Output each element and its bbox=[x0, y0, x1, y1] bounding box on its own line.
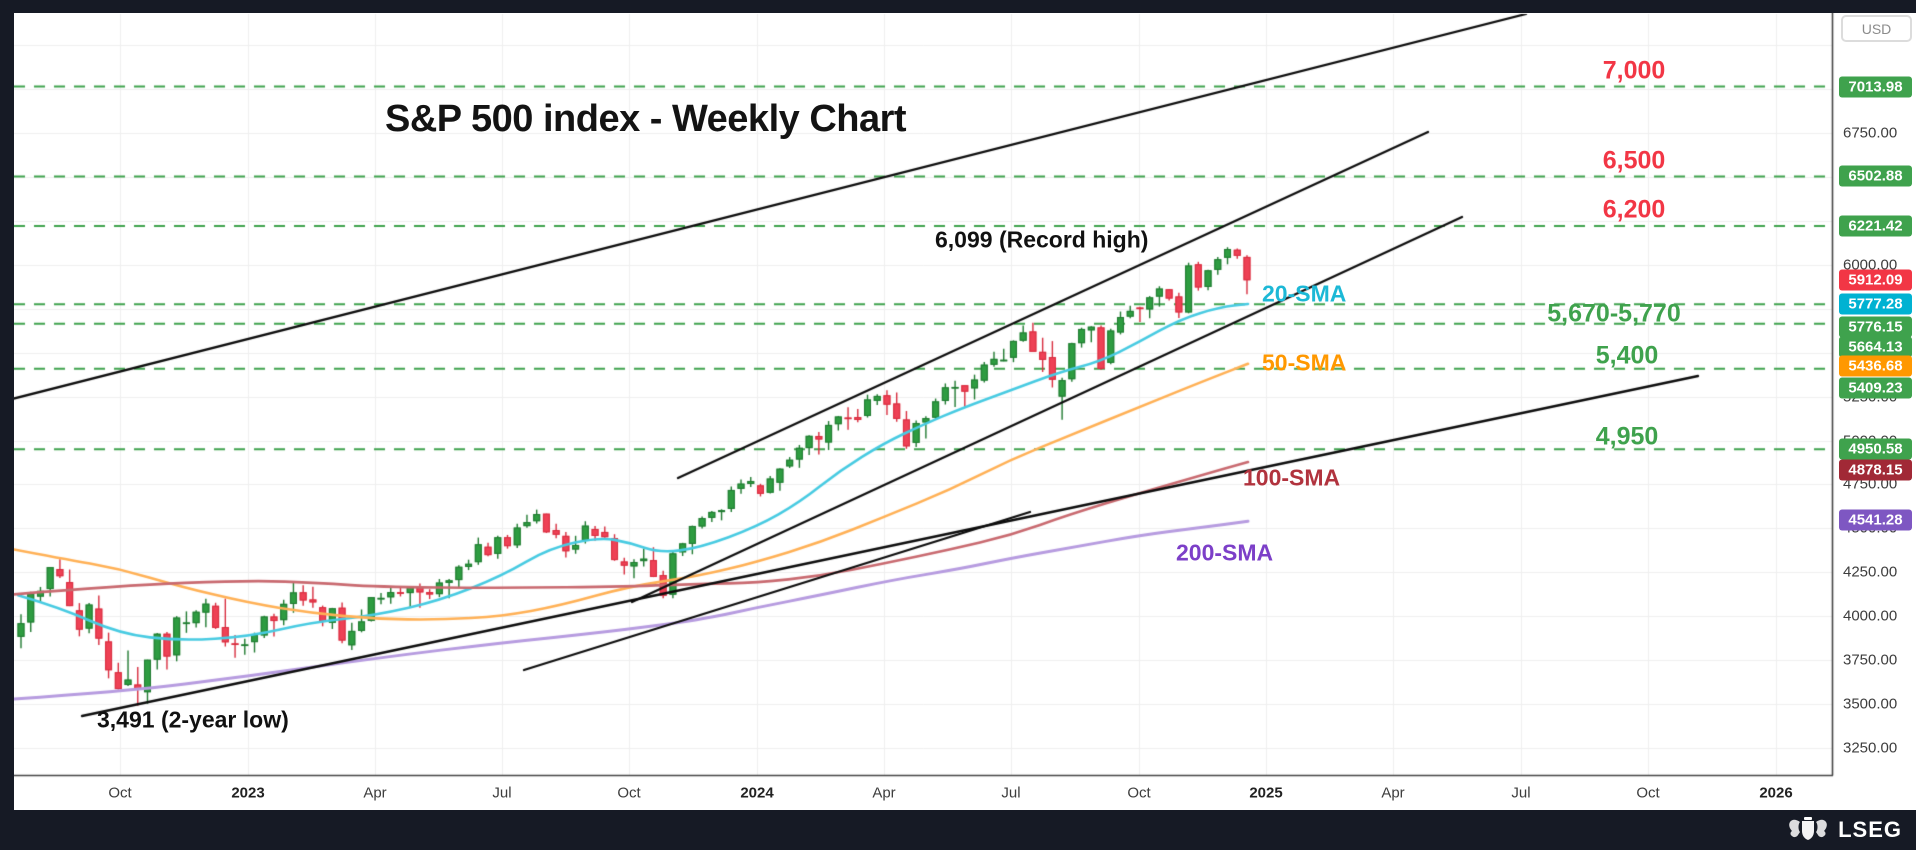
annotation-two-year-low: 3,491 (2-year low) bbox=[97, 706, 289, 733]
level-label: 7,000 bbox=[1602, 56, 1666, 85]
x-axis-label: Jul bbox=[492, 784, 512, 802]
x-axis-label: 2023 bbox=[231, 784, 265, 802]
top-bar bbox=[0, 0, 1916, 13]
chart-title: S&P 500 index - Weekly Chart bbox=[385, 98, 907, 140]
y-axis-tick: 3250.00 bbox=[1843, 739, 1898, 757]
x-axis-label: Oct bbox=[108, 784, 132, 802]
x-axis-label: Apr bbox=[872, 784, 896, 802]
y-axis-tick: 6750.00 bbox=[1843, 124, 1898, 142]
price-flag: 5776.15 bbox=[1839, 316, 1912, 338]
sma-label-100-sma: 100-SMA bbox=[1243, 464, 1341, 491]
price-flag: 5912.09 bbox=[1839, 269, 1912, 291]
level-label: 6,500 bbox=[1602, 146, 1666, 175]
x-axis-label: Apr bbox=[363, 784, 387, 802]
y-axis-tick: 3750.00 bbox=[1843, 651, 1898, 669]
x-axis-label: 2026 bbox=[1759, 784, 1793, 802]
x-axis-label: Oct bbox=[1127, 784, 1151, 802]
lseg-crest-icon bbox=[1789, 817, 1827, 840]
level-label: 4,950 bbox=[1595, 422, 1659, 451]
sma-label-50-sma: 50-SMA bbox=[1262, 349, 1347, 376]
price-flag: 4541.28 bbox=[1839, 509, 1912, 531]
x-axis-label: Jul bbox=[1511, 784, 1531, 802]
currency-selector[interactable]: USD bbox=[1841, 15, 1912, 42]
x-axis-label: 2025 bbox=[1249, 784, 1283, 802]
x-axis-label: Jul bbox=[1001, 784, 1021, 802]
x-axis-label: Oct bbox=[1636, 784, 1660, 802]
x-axis-label: Oct bbox=[617, 784, 641, 802]
y-axis-tick: 3500.00 bbox=[1843, 695, 1898, 713]
price-flag: 4950.58 bbox=[1839, 438, 1912, 460]
bottom-bar: LSEG bbox=[0, 810, 1916, 850]
level-label: 5,400 bbox=[1595, 341, 1659, 370]
x-axis-label: Apr bbox=[1381, 784, 1405, 802]
price-flag: 5777.28 bbox=[1839, 293, 1912, 315]
price-flag: 7013.98 bbox=[1839, 76, 1912, 98]
y-axis-tick: 4250.00 bbox=[1843, 563, 1898, 581]
price-flag: 5409.23 bbox=[1839, 377, 1912, 399]
annotation-record-high: 6,099 (Record high) bbox=[935, 226, 1149, 253]
lseg-logo-text: LSEG bbox=[1838, 817, 1902, 842]
price-flag: 5664.13 bbox=[1839, 336, 1912, 358]
level-label: 5,670-5,770 bbox=[1547, 299, 1681, 328]
x-axis-label: 2024 bbox=[740, 784, 774, 802]
price-flag: 6221.42 bbox=[1839, 215, 1912, 237]
sma-label-200-sma: 200-SMA bbox=[1176, 539, 1274, 566]
price-flag: 5436.68 bbox=[1839, 355, 1912, 377]
level-label: 6,200 bbox=[1602, 195, 1666, 224]
y-axis-tick: 4000.00 bbox=[1843, 607, 1898, 625]
price-flag: 4878.15 bbox=[1839, 459, 1912, 481]
left-frame-strip bbox=[0, 0, 14, 810]
y-axis-tick: 6000.00 bbox=[1843, 256, 1898, 274]
price-flag: 6502.88 bbox=[1839, 165, 1912, 187]
sma-label-20-sma: 20-SMA bbox=[1262, 280, 1347, 307]
